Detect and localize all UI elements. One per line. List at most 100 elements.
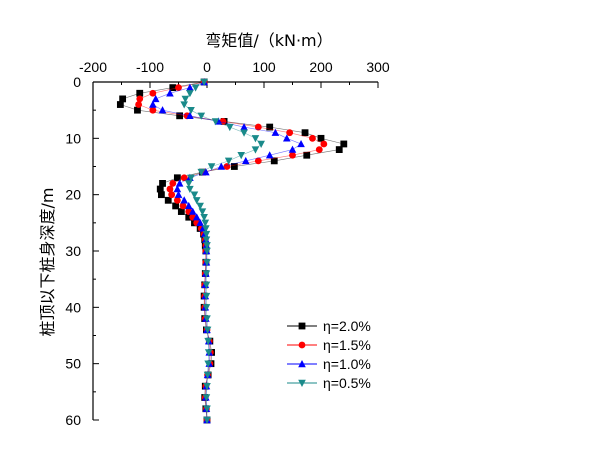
data-point <box>179 202 187 210</box>
data-point <box>116 101 124 108</box>
data-point <box>149 100 157 108</box>
x-tick-label: -200 <box>79 59 107 75</box>
legend-marker <box>298 322 306 330</box>
data-point <box>203 383 211 391</box>
data-point <box>240 123 248 131</box>
data-point <box>158 191 165 199</box>
x-tick-label: 100 <box>252 59 276 75</box>
data-point <box>283 134 291 142</box>
y-tick-label: 0 <box>73 74 81 90</box>
data-point <box>202 281 211 289</box>
legend-marker <box>298 341 306 349</box>
data-point <box>166 185 174 193</box>
data-point <box>158 106 167 114</box>
data-point <box>156 185 164 193</box>
data-point <box>175 84 182 92</box>
data-point <box>190 191 199 199</box>
data-point <box>288 145 297 153</box>
data-point <box>202 168 210 176</box>
data-point <box>180 196 188 204</box>
data-point <box>202 292 211 301</box>
data-point <box>197 112 206 120</box>
data-point <box>186 90 194 98</box>
data-point <box>200 214 208 222</box>
data-point <box>192 197 201 205</box>
data-point <box>271 128 280 136</box>
y-tick-label: 40 <box>65 299 81 315</box>
legend-label: η=1.5% <box>323 337 371 353</box>
x-tick-label: 0 <box>203 59 211 75</box>
data-point <box>196 202 204 210</box>
data-point <box>173 174 181 182</box>
data-point <box>203 326 212 334</box>
data-point <box>207 163 216 171</box>
data-point <box>177 208 185 215</box>
data-point <box>203 242 211 250</box>
data-point <box>204 337 212 346</box>
data-point <box>185 213 193 221</box>
data-point <box>196 218 204 227</box>
data-point <box>186 185 194 194</box>
data-point <box>270 157 278 165</box>
legend-marker <box>298 360 306 368</box>
data-point <box>257 140 265 148</box>
data-point <box>226 123 234 132</box>
data-point <box>301 129 309 137</box>
data-point <box>149 106 157 114</box>
data-point <box>335 146 343 153</box>
data-point <box>202 304 211 312</box>
data-point <box>240 129 248 137</box>
data-point <box>187 106 195 115</box>
x-axis-title: 弯矩值/（kN·m） <box>205 31 332 50</box>
data-point <box>297 139 305 148</box>
data-point <box>191 84 200 92</box>
data-point <box>230 163 238 170</box>
data-point <box>188 207 197 215</box>
data-point <box>164 196 172 204</box>
data-point <box>201 219 210 227</box>
data-point <box>204 349 213 357</box>
legend-label: η=0.5% <box>323 375 371 391</box>
data-point <box>251 135 260 143</box>
data-point <box>286 129 294 137</box>
data-point <box>289 151 296 159</box>
data-point <box>309 134 316 142</box>
series-4 <box>180 78 265 424</box>
data-point <box>159 180 166 187</box>
data-point <box>181 95 190 103</box>
data-point <box>151 94 160 103</box>
data-point <box>173 185 182 193</box>
data-point <box>169 180 177 187</box>
data-point <box>265 151 274 159</box>
data-point <box>203 247 211 255</box>
data-point <box>251 146 260 154</box>
data-point <box>186 83 194 91</box>
data-point <box>197 168 206 177</box>
data-point <box>202 270 211 278</box>
data-point <box>340 140 348 148</box>
data-point <box>175 179 184 187</box>
data-point <box>192 213 201 221</box>
data-point <box>166 89 174 97</box>
data-point <box>184 180 193 188</box>
data-point <box>200 78 208 86</box>
data-point <box>315 146 323 154</box>
data-point <box>134 106 141 114</box>
x-tick-label: 300 <box>366 59 390 75</box>
data-point <box>217 162 226 170</box>
y-tick-label: 60 <box>65 412 81 428</box>
data-point <box>224 157 233 165</box>
y-tick-label: 30 <box>65 243 81 259</box>
legend-label: η=2.0% <box>323 318 371 334</box>
data-point <box>202 230 211 239</box>
data-point <box>119 95 127 103</box>
data-point <box>186 111 194 119</box>
data-point <box>211 118 220 126</box>
data-point <box>168 191 176 199</box>
data-point <box>187 174 195 182</box>
data-point <box>202 394 211 402</box>
data-point <box>135 101 143 108</box>
x-tick-label: -100 <box>136 59 164 75</box>
data-point <box>176 112 184 120</box>
